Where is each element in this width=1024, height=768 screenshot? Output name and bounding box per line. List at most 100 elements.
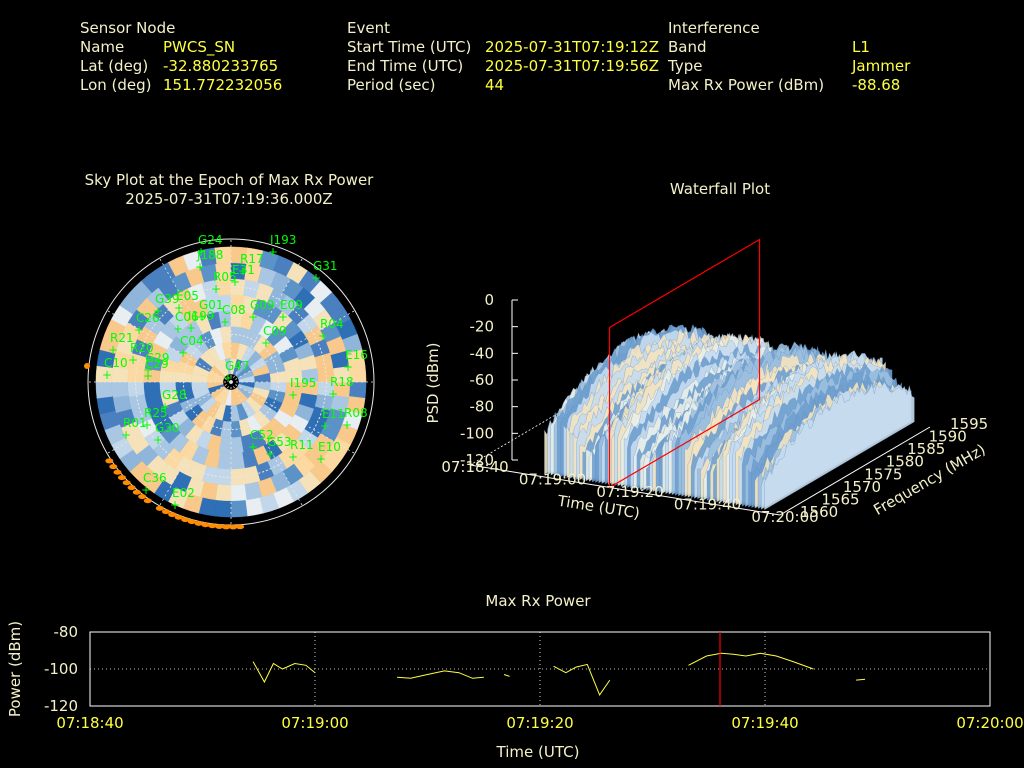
interference-marker <box>138 494 147 500</box>
waterfall-z-tick-label: -80 <box>470 398 495 416</box>
satellite-label: C09 <box>263 324 287 338</box>
sky-azimuth-line <box>230 310 356 383</box>
interference-band-value: L1 <box>852 38 870 56</box>
satellite-label: C10 <box>104 356 128 370</box>
line-chart-x-tick-label: 07:18:40 <box>56 714 123 732</box>
satellite-marker: + <box>102 368 112 382</box>
satellite-marker: + <box>170 498 180 512</box>
waterfall-freq-tick-label: 1595 <box>950 415 988 433</box>
sky-plot-title: Sky Plot at the Epoch of Max Rx Power <box>84 171 374 189</box>
satellite-label: E10 <box>318 440 341 454</box>
event-start-value: 2025-07-31T07:19:12Z <box>485 38 659 56</box>
interference-marker <box>174 514 183 520</box>
sky-azimuth-line <box>230 381 356 454</box>
interference-marker <box>201 522 210 528</box>
interference-power-value: -88.68 <box>852 76 901 94</box>
sky-azimuth-line <box>159 257 232 383</box>
waterfall-freq-tick-label: 1570 <box>843 478 881 496</box>
satellite-label: R08 <box>344 406 368 420</box>
satellite-marker: + <box>186 321 196 335</box>
satellite-marker: + <box>343 360 353 374</box>
interference-marker <box>155 505 164 511</box>
waterfall-cursor-plane <box>608 238 761 489</box>
satellite-label: G53 <box>267 435 292 449</box>
sky-elevation-ring <box>182 333 280 431</box>
satellite-marker: + <box>230 275 240 289</box>
satellite-label: C08 <box>222 303 246 317</box>
satellite-marker: + <box>248 310 258 324</box>
satellite-label: C06 <box>175 310 199 324</box>
interference-band-label: Band <box>668 38 707 56</box>
sky-azimuth-line <box>230 257 303 383</box>
interference-marker <box>161 509 170 515</box>
event-start-label: Start Time (UTC) <box>347 38 472 56</box>
satellite-marker: + <box>141 483 151 497</box>
sensor-name-value: PWCS_SN <box>163 38 236 56</box>
satellite-marker: + <box>261 336 271 350</box>
max-rx-power-series <box>856 678 866 681</box>
satellite-label: C04 <box>180 334 204 348</box>
satellite-marker: + <box>220 315 230 329</box>
satellite-marker: + <box>143 369 153 383</box>
interference-marker <box>127 485 136 491</box>
waterfall-z-tick-label: -60 <box>470 371 495 389</box>
line-chart-x-tick-label: 07:20:00 <box>956 714 1023 732</box>
satellite-marker: + <box>248 440 258 454</box>
interference-type-label: Type <box>668 57 703 75</box>
satellite-label: G29 <box>145 351 170 365</box>
satellite-label: R17 <box>240 252 264 266</box>
satellite-label: I199 <box>188 309 214 323</box>
satellite-label: E02 <box>172 486 195 500</box>
satellite-marker: + <box>143 363 153 377</box>
satellite-label: C52 <box>250 428 274 442</box>
sky-plot-subtitle: 2025-07-31T07:19:36.000Z <box>125 190 333 208</box>
line-chart-y-label: Power (dBm) <box>6 621 24 717</box>
waterfall-title: Waterfall Plot <box>669 180 771 198</box>
waterfall-z-tick-label: -100 <box>460 424 494 442</box>
interference-marker <box>122 480 131 486</box>
waterfall-back-axis <box>469 389 598 466</box>
max-rx-power-series <box>252 661 316 684</box>
satellite-marker: + <box>265 447 275 461</box>
satellite-label: E31 <box>232 263 255 277</box>
interference-marker <box>208 523 217 529</box>
satellite-label: R05 <box>213 270 237 284</box>
satellite-marker: + <box>173 322 183 336</box>
sky-azimuth-line <box>106 310 232 383</box>
interference-title: Interference <box>668 19 760 37</box>
waterfall-surface <box>544 324 915 511</box>
satellite-marker: + <box>320 419 330 433</box>
waterfall-freq-tick-label: 1565 <box>821 490 859 508</box>
max-rx-power-title: Max Rx Power <box>485 592 591 610</box>
interference-power-label: Max Rx Power (dBm) <box>668 76 825 94</box>
interference-marker <box>132 489 141 495</box>
satellite-marker: + <box>223 371 233 385</box>
sky-azimuth-line <box>230 381 303 507</box>
line-chart-y-tick-label: -80 <box>54 623 79 641</box>
satellite-label: R18 <box>330 375 354 389</box>
waterfall-freq-tick-label: 1575 <box>864 465 902 483</box>
sky-azimuth-line <box>159 381 232 507</box>
interference-marker <box>117 475 126 481</box>
satellite-label: G24 <box>198 233 223 247</box>
interference-marker <box>168 512 177 518</box>
satellite-marker: + <box>108 343 118 357</box>
interference-marker <box>109 464 118 470</box>
waterfall-freq-axis <box>779 426 931 516</box>
satellite-label: E16 <box>345 348 368 362</box>
satellite-marker: + <box>121 428 131 442</box>
satellite-marker: + <box>134 323 144 337</box>
satellite-label: G30 <box>155 421 180 435</box>
waterfall-z-tick-label: -20 <box>470 318 495 336</box>
waterfall-freq-tick-label: 1580 <box>886 453 924 471</box>
event-period-label: Period (sec) <box>347 76 436 94</box>
interference-marker <box>215 524 224 530</box>
satellite-label: I195 <box>290 376 316 390</box>
satellite-label: G39 <box>155 292 180 306</box>
satellite-label: I193 <box>270 233 296 247</box>
satellite-label: G01 <box>199 298 224 312</box>
satellite-label: R25 <box>144 406 168 420</box>
sensor-name-label: Name <box>80 38 125 56</box>
